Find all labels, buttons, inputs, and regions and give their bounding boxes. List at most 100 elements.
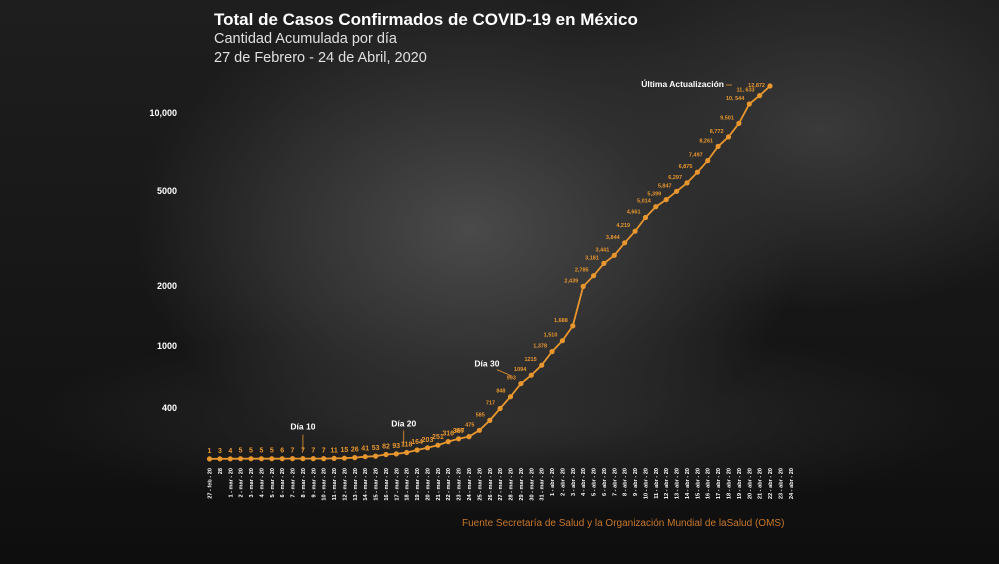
chart-source: Fuente Secretaría de Salud y la Organiza… bbox=[462, 518, 785, 529]
data-label: 5,847 bbox=[658, 183, 672, 189]
data-point bbox=[539, 362, 545, 368]
data-point bbox=[414, 447, 420, 453]
x-tick-label: 15 - mar - 20 bbox=[374, 468, 380, 501]
data-point bbox=[289, 456, 296, 462]
data-label: 8,772 bbox=[710, 129, 724, 135]
data-label: 4 bbox=[228, 448, 232, 455]
data-label: 82 bbox=[382, 444, 390, 451]
data-point bbox=[258, 456, 264, 462]
data-label: 475 bbox=[465, 422, 474, 428]
data-label: 6 bbox=[280, 448, 284, 455]
data-label: 7 bbox=[322, 448, 326, 455]
data-point bbox=[310, 456, 316, 462]
x-tick-label: 12 - abr - 20 bbox=[664, 468, 670, 499]
data-label: 1,378 bbox=[533, 344, 547, 350]
data-point bbox=[238, 456, 244, 462]
x-tick-label: 16 - abr - 20 bbox=[706, 468, 712, 499]
x-tick-label: 21 - abr - 20 bbox=[758, 468, 764, 499]
x-tick-label: 12 - mar - 20 bbox=[342, 468, 348, 501]
data-point bbox=[456, 436, 462, 442]
data-label: 15 bbox=[341, 447, 349, 454]
x-tick-label: 9 - abr - 20 bbox=[633, 468, 639, 496]
data-point bbox=[518, 381, 524, 387]
data-point bbox=[725, 134, 732, 140]
data-point bbox=[341, 455, 347, 461]
data-point bbox=[642, 214, 649, 221]
y-tick-label: 10,000 bbox=[149, 108, 177, 118]
x-tick-label: 23 - mar - 20 bbox=[457, 468, 463, 501]
data-point bbox=[663, 197, 669, 203]
data-label: 26 bbox=[351, 447, 359, 454]
data-point bbox=[736, 120, 742, 126]
x-tick-label: 15 - abr - 20 bbox=[695, 468, 701, 499]
data-label: 993 bbox=[507, 376, 516, 382]
chart-subtitle: Cantidad Acumulada por día bbox=[214, 31, 397, 47]
data-point bbox=[601, 260, 607, 266]
x-tick-label: 5 - mar - 20 bbox=[270, 468, 276, 498]
data-label: 41 bbox=[361, 446, 369, 453]
data-point bbox=[580, 283, 586, 289]
x-tick-label: 20 - mar - 20 bbox=[426, 468, 432, 501]
data-label: 848 bbox=[496, 389, 505, 395]
data-label: 4,219 bbox=[616, 223, 630, 229]
x-tick-label: 8 - mar - 20 bbox=[301, 468, 307, 498]
x-tick-label: 11 - abr - 20 bbox=[654, 468, 660, 499]
x-tick-label: 1 - abr - 20 bbox=[550, 468, 556, 496]
x-tick-label: 3 - abr - 20 bbox=[571, 468, 577, 496]
data-point bbox=[632, 228, 638, 234]
data-point bbox=[757, 93, 763, 99]
x-tick-label: 16 - mar - 20 bbox=[384, 468, 390, 501]
data-label: 93 bbox=[392, 443, 400, 450]
y-tick-label: 1000 bbox=[157, 341, 177, 351]
data-point bbox=[653, 204, 659, 210]
x-tick-label: 30 - mar - 20 bbox=[529, 468, 535, 501]
data-point bbox=[445, 439, 451, 445]
data-point bbox=[746, 101, 752, 107]
data-point bbox=[279, 456, 285, 462]
x-tick-label: 2 - mar - 20 bbox=[239, 468, 245, 498]
data-label: 585 bbox=[476, 412, 485, 418]
data-point bbox=[591, 273, 597, 279]
data-label: 7 bbox=[291, 448, 295, 455]
data-point bbox=[705, 158, 711, 164]
data-point bbox=[435, 442, 441, 448]
x-tick-label: 4 - abr - 20 bbox=[581, 468, 587, 496]
data-point bbox=[611, 252, 617, 258]
data-point bbox=[466, 434, 472, 440]
x-tick-label: 4 - mar - 20 bbox=[259, 468, 265, 498]
data-label: 367 bbox=[453, 428, 465, 435]
x-tick-label: 2 - abr - 20 bbox=[560, 468, 566, 496]
x-tick-label: 14 - abr - 20 bbox=[685, 468, 691, 499]
x-tick-label: 21 - mar - 20 bbox=[436, 468, 442, 501]
x-tick-label: 24 - abr - 20 bbox=[789, 468, 795, 499]
data-label: 1,510 bbox=[544, 333, 558, 339]
data-label: 5,399 bbox=[647, 192, 661, 198]
data-label: 1,688 bbox=[554, 318, 568, 324]
data-point bbox=[715, 143, 721, 149]
data-point bbox=[300, 456, 306, 462]
data-label: 717 bbox=[486, 401, 495, 407]
data-label: 7,497 bbox=[689, 153, 703, 159]
data-label: 1 bbox=[208, 448, 212, 455]
data-label: 4,661 bbox=[627, 210, 641, 216]
annotation-label: Día 30 bbox=[474, 359, 499, 369]
data-label: 53 bbox=[372, 445, 380, 452]
chart-title: Total de Casos Confirmados de COVID-19 e… bbox=[214, 10, 638, 29]
data-point bbox=[248, 456, 254, 462]
data-point bbox=[622, 240, 628, 246]
data-point bbox=[497, 405, 503, 412]
data-point bbox=[424, 445, 431, 451]
x-tick-label: 18 - abr - 20 bbox=[727, 468, 733, 499]
data-label: 5 bbox=[239, 448, 243, 455]
x-tick-label: 5 - abr - 20 bbox=[592, 468, 598, 496]
x-tick-label: 19 - mar - 20 bbox=[415, 468, 421, 501]
x-tick-label: 7 - mar - 20 bbox=[291, 468, 297, 498]
x-tick-label: 27 - mar - 20 bbox=[498, 468, 504, 501]
x-tick-label: 24 - mar - 20 bbox=[467, 468, 473, 501]
data-point bbox=[383, 451, 389, 458]
data-label: 316 bbox=[442, 431, 454, 438]
x-tick-label: 13 - mar - 20 bbox=[353, 468, 359, 501]
data-label: 11 bbox=[330, 447, 338, 454]
x-tick-label: 26 - mar - 20 bbox=[488, 468, 494, 501]
data-label: 9,501 bbox=[720, 115, 734, 121]
